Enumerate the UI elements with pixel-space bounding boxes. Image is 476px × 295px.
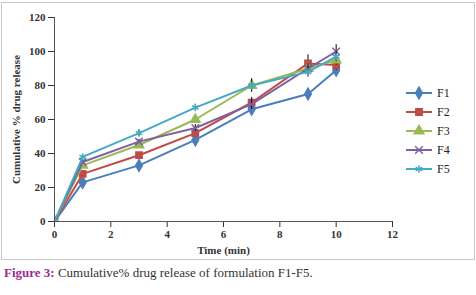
svg-text:0: 0 — [52, 228, 58, 240]
svg-text:80: 80 — [35, 79, 47, 91]
svg-text:20: 20 — [35, 181, 47, 193]
svg-text:4: 4 — [164, 228, 170, 240]
svg-text:2: 2 — [108, 228, 114, 240]
svg-text:120: 120 — [29, 11, 46, 23]
svg-text:Cumulative % drug release: Cumulative % drug release — [10, 55, 22, 184]
html-text:F1: F1 — [437, 85, 450, 100]
svg-text:8: 8 — [277, 228, 283, 240]
html-text:F2: F2 — [437, 104, 450, 119]
html-text:F4: F4 — [437, 142, 450, 157]
html-text:F3: F3 — [437, 123, 450, 138]
html-text:F5: F5 — [437, 161, 450, 176]
svg-text:6: 6 — [221, 228, 227, 240]
html-text:Figure 3: Cumulative% drug rel: Figure 3: Cumulative% drug release of fo… — [4, 265, 313, 280]
svg-text:10: 10 — [331, 228, 343, 240]
svg-text:100: 100 — [29, 45, 46, 57]
svg-text:0: 0 — [40, 215, 46, 227]
svg-text:60: 60 — [35, 113, 47, 125]
svg-text:40: 40 — [35, 147, 47, 159]
svg-text:12: 12 — [387, 228, 399, 240]
svg-text:Time (min): Time (min) — [197, 244, 250, 257]
